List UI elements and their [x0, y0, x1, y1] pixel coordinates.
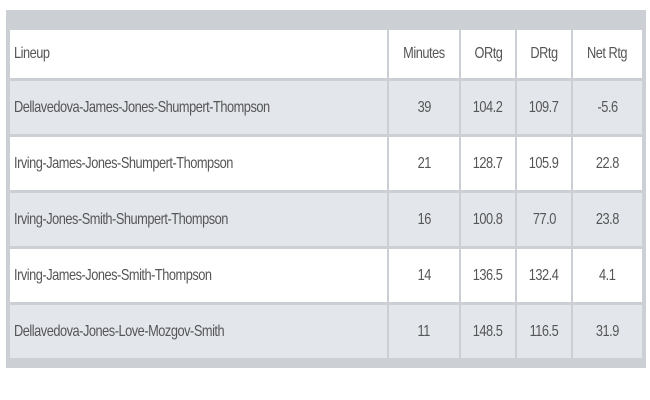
lineup-table: Lineup Minutes ORtg DRtg Net Rtg Dellave… [10, 27, 642, 361]
cell-text: 128.7 [473, 154, 503, 172]
table-row: Irving-James-Jones-Smith-Thompson 14 136.5… [10, 249, 642, 302]
header-ortg: ORtg [461, 30, 517, 78]
header-drtg: DRtg [517, 30, 573, 78]
cell-text: 148.5 [473, 322, 503, 340]
header-minutes: Minutes [389, 30, 461, 78]
header-net-rtg: Net Rtg [573, 30, 642, 78]
cell-text: Irving-James-Jones-Shumpert-Thompson [14, 154, 233, 172]
cell-text: 77.0 [532, 210, 556, 228]
cell-drtg: 116.5 [517, 305, 573, 358]
cell-minutes: 11 [389, 305, 461, 358]
cell-ortg: 148.5 [461, 305, 517, 358]
table-row: Irving-James-Jones-Shumpert-Thompson 21 12… [10, 137, 642, 190]
cell-text: Irving-Jones-Smith-Shumpert-Thompson [14, 210, 228, 228]
cell-lineup: Dellavedova-Jones-Love-Mozgov-Smith [10, 305, 389, 358]
cell-text: -5.6 [597, 98, 618, 116]
header-lineup: Lineup [10, 30, 389, 78]
cell-text: 100.8 [473, 210, 503, 228]
cell-text: 109.7 [529, 98, 559, 116]
cell-minutes: 21 [389, 137, 461, 190]
cell-text: 31.9 [596, 322, 619, 340]
cell-drtg: 109.7 [517, 81, 573, 134]
cell-text: 132.4 [529, 266, 559, 284]
table-frame: Lineup Minutes ORtg DRtg Net Rtg Dellave… [6, 10, 646, 368]
cell-lineup: Irving-Jones-Smith-Shumpert-Thompson [10, 193, 389, 246]
cell-ortg: 136.5 [461, 249, 517, 302]
table-row: Dellavedova-Jones-Love-Mozgov-Smith 11 148… [10, 305, 642, 358]
cell-text: 105.9 [529, 154, 559, 172]
cell-net-rtg: 4.1 [573, 249, 642, 302]
cell-net-rtg: -5.6 [573, 81, 642, 134]
cell-text: 11 [417, 322, 431, 340]
cell-text: 22.8 [596, 154, 619, 172]
cell-net-rtg: 22.8 [573, 137, 642, 190]
cell-drtg: 105.9 [517, 137, 573, 190]
cell-text: 39 [417, 98, 431, 116]
cell-lineup: Irving-James-Jones-Smith-Thompson [10, 249, 389, 302]
cell-net-rtg: 23.8 [573, 193, 642, 246]
cell-lineup: Irving-James-Jones-Shumpert-Thompson [10, 137, 389, 190]
table-row: Dellavedova-James-Jones-Shumpert-Thompso… [10, 81, 642, 134]
cell-text: 16 [417, 210, 431, 228]
cell-text: 4.1 [599, 266, 616, 284]
header-label: DRtg [530, 45, 558, 62]
cell-text: 104.2 [473, 98, 503, 116]
header-label: Lineup [14, 45, 50, 62]
cell-ortg: 128.7 [461, 137, 517, 190]
cell-text: Irving-James-Jones-Smith-Thompson [14, 266, 212, 284]
table-header-row: Lineup Minutes ORtg DRtg Net Rtg [10, 30, 642, 78]
cell-text: 21 [417, 154, 431, 172]
cell-text: 14 [417, 266, 431, 284]
cell-lineup: Dellavedova-James-Jones-Shumpert-Thompso… [10, 81, 389, 134]
cell-net-rtg: 31.9 [573, 305, 642, 358]
table-row: Irving-Jones-Smith-Shumpert-Thompson 16 10… [10, 193, 642, 246]
cell-text: Dellavedova-James-Jones-Shumpert-Thompso… [14, 98, 270, 116]
cell-minutes: 16 [389, 193, 461, 246]
cell-minutes: 39 [389, 81, 461, 134]
cell-drtg: 132.4 [517, 249, 573, 302]
header-label: Net Rtg [587, 45, 628, 62]
cell-ortg: 100.8 [461, 193, 517, 246]
cell-drtg: 77.0 [517, 193, 573, 246]
cell-ortg: 104.2 [461, 81, 517, 134]
cell-text: 136.5 [473, 266, 503, 284]
cell-text: 116.5 [529, 322, 559, 340]
cell-text: Dellavedova-Jones-Love-Mozgov-Smith [14, 322, 225, 340]
cell-minutes: 14 [389, 249, 461, 302]
cell-text: 23.8 [596, 210, 619, 228]
header-label: Minutes [403, 45, 445, 62]
header-label: ORtg [474, 45, 502, 62]
